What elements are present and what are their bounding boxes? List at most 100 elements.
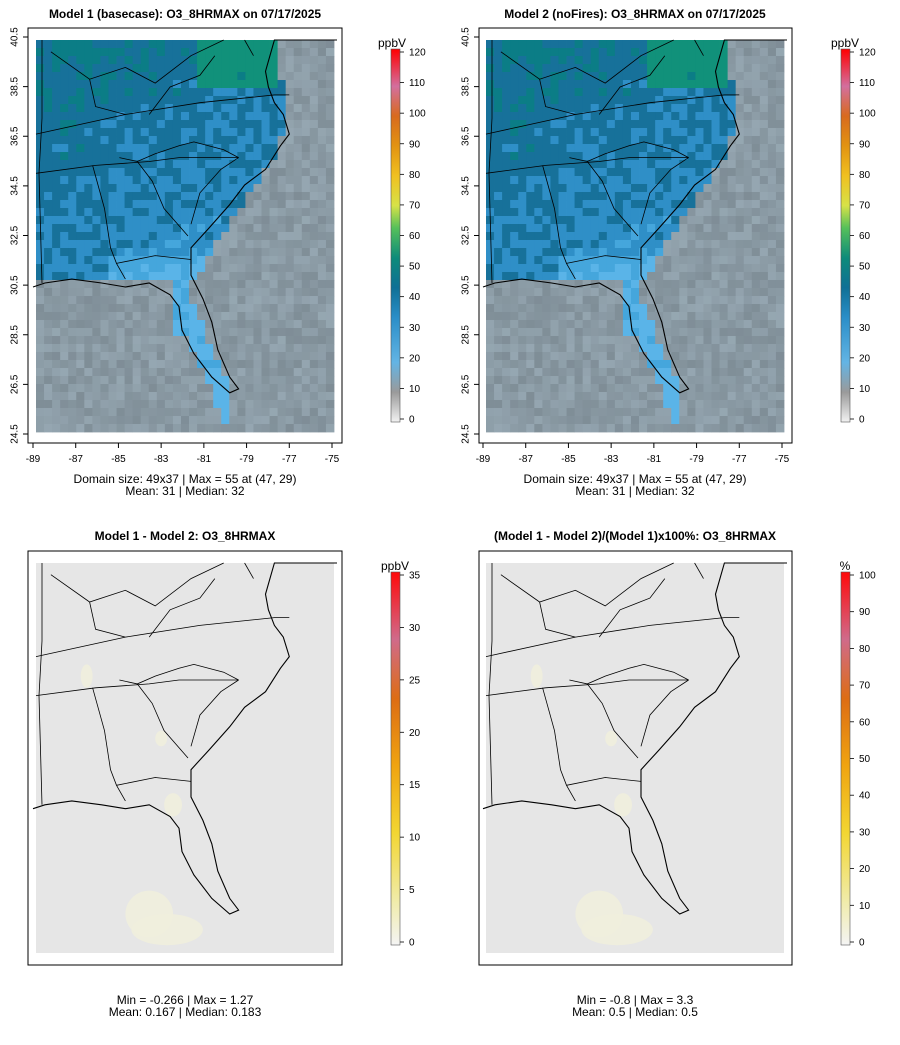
x-tick-label: -81 [197, 454, 212, 465]
caption-line-2: Mean: 31 | Median: 32 [125, 484, 245, 498]
legend-tick-label: 50 [409, 262, 421, 273]
x-tick-label: -87 [68, 454, 83, 465]
state-border [89, 79, 126, 115]
state-border [244, 562, 254, 579]
legend-tick-label: 120 [409, 48, 426, 59]
x-tick-label: -79 [689, 454, 704, 465]
state-border [500, 562, 674, 607]
caption-line-1: Domain size: 49x37 | Max = 55 at (47, 29… [524, 472, 747, 486]
state-border [244, 39, 254, 56]
map-boundaries [482, 39, 787, 394]
panel-1: Model 1 (basecase): O3_8HRMAX on 07/17/2… [10, 7, 426, 498]
caption-line-1: Domain size: 49x37 | Max = 55 at (47, 29… [74, 472, 297, 486]
legend-tick-label: 40 [409, 292, 421, 303]
y-tick-label: 34.5 [10, 176, 21, 196]
state-border [148, 55, 216, 115]
state-border [35, 157, 239, 174]
y-tick-label: 32.5 [10, 225, 21, 245]
y-tick-label: 36.5 [10, 126, 21, 146]
state-border [586, 683, 639, 759]
legend-tick-label: 60 [409, 231, 421, 242]
legend-tick-label: 0 [859, 415, 865, 426]
x-tick-label: -85 [111, 454, 126, 465]
legend-tick-label: 30 [409, 323, 421, 334]
y-tick-label: 40.5 [461, 27, 472, 47]
map-boundaries [32, 562, 337, 915]
legend-tick-label: 120 [859, 48, 876, 59]
state-border [485, 617, 740, 657]
state-border [640, 157, 689, 225]
legend-tick-label: 25 [409, 675, 421, 686]
coastline [482, 562, 787, 915]
y-tick-label: 30.5 [10, 275, 21, 295]
legend-tick-label: 40 [859, 292, 871, 303]
x-tick-label: -81 [647, 454, 662, 465]
state-border [539, 601, 576, 638]
y-tick-label: 30.5 [461, 275, 472, 295]
map-boundaries [32, 39, 337, 394]
state-border [485, 157, 689, 174]
state-border [35, 94, 290, 135]
y-tick-label: 36.5 [461, 126, 472, 146]
y-tick-label: 28.5 [10, 325, 21, 345]
legend-tick-label: 90 [859, 139, 871, 150]
state-border [148, 578, 216, 638]
x-tick-label: -85 [561, 454, 576, 465]
color-bar [840, 48, 851, 423]
state-border [566, 255, 642, 264]
legend-tick-label: 90 [409, 139, 421, 150]
state-border [485, 94, 740, 135]
state-border [586, 161, 639, 237]
x-tick-label: -89 [476, 454, 491, 465]
legend-tick-label: 100 [409, 109, 426, 120]
state-border [38, 563, 43, 805]
legend-tick-label: 20 [409, 353, 421, 364]
panel-title: Model 1 - Model 2: O3_8HRMAX [95, 529, 276, 543]
caption-line-2: Mean: 0.167 | Median: 0.183 [109, 1005, 262, 1019]
state-border [35, 617, 290, 657]
state-border [694, 562, 704, 579]
legend-tick-label: 110 [409, 78, 425, 89]
state-border [598, 578, 666, 638]
x-tick-label: -83 [154, 454, 169, 465]
state-border [38, 40, 43, 284]
legend-tick-label: 5 [409, 885, 415, 896]
legend-tick-label: 10 [859, 901, 871, 912]
legend-unit: ppbV [831, 36, 859, 50]
y-tick-label: 40.5 [10, 27, 21, 47]
color-bar [390, 571, 401, 946]
caption-line-2: Mean: 31 | Median: 32 [575, 484, 695, 498]
legend-unit: % [840, 559, 851, 573]
map-field [486, 563, 784, 953]
legend-tick-label: 70 [409, 200, 421, 211]
state-border [488, 40, 493, 284]
y-tick-label: 32.5 [461, 225, 472, 245]
legend-tick-label: 0 [409, 415, 415, 426]
legend-tick-label: 80 [859, 644, 871, 655]
legend-tick-label: 30 [409, 623, 421, 634]
y-tick-label: 26.5 [461, 374, 472, 394]
panel-2: Model 2 (noFires): O3_8HRMAX on 07/17/20… [461, 7, 876, 498]
color-bar [390, 48, 401, 423]
y-tick-label: 38.5 [10, 76, 21, 96]
y-tick-label: 26.5 [10, 374, 21, 394]
legend-tick-label: 0 [859, 938, 865, 949]
legend-tick-label: 100 [859, 571, 876, 582]
panel-title: (Model 1 - Model 2)/(Model 1)x100%: O3_8… [494, 529, 776, 543]
x-tick-label: -87 [518, 454, 533, 465]
legend-tick-label: 10 [859, 384, 871, 395]
caption-line-2: Mean: 0.5 | Median: 0.5 [572, 1005, 698, 1019]
y-tick-label: 24.5 [10, 424, 21, 444]
y-tick-label: 34.5 [461, 176, 472, 196]
state-border [116, 777, 192, 786]
y-tick-label: 38.5 [461, 76, 472, 96]
state-border [50, 562, 224, 607]
legend-unit: ppbV [381, 559, 409, 573]
coastline [32, 562, 337, 915]
legend-tick-label: 20 [409, 728, 421, 739]
state-border [542, 687, 576, 802]
panel-title: Model 1 (basecase): O3_8HRMAX on 07/17/2… [49, 7, 321, 21]
panel-3: Model 1 - Model 2: O3_8HRMAX Min = -0.266… [27, 529, 421, 1019]
map-field [36, 40, 335, 433]
